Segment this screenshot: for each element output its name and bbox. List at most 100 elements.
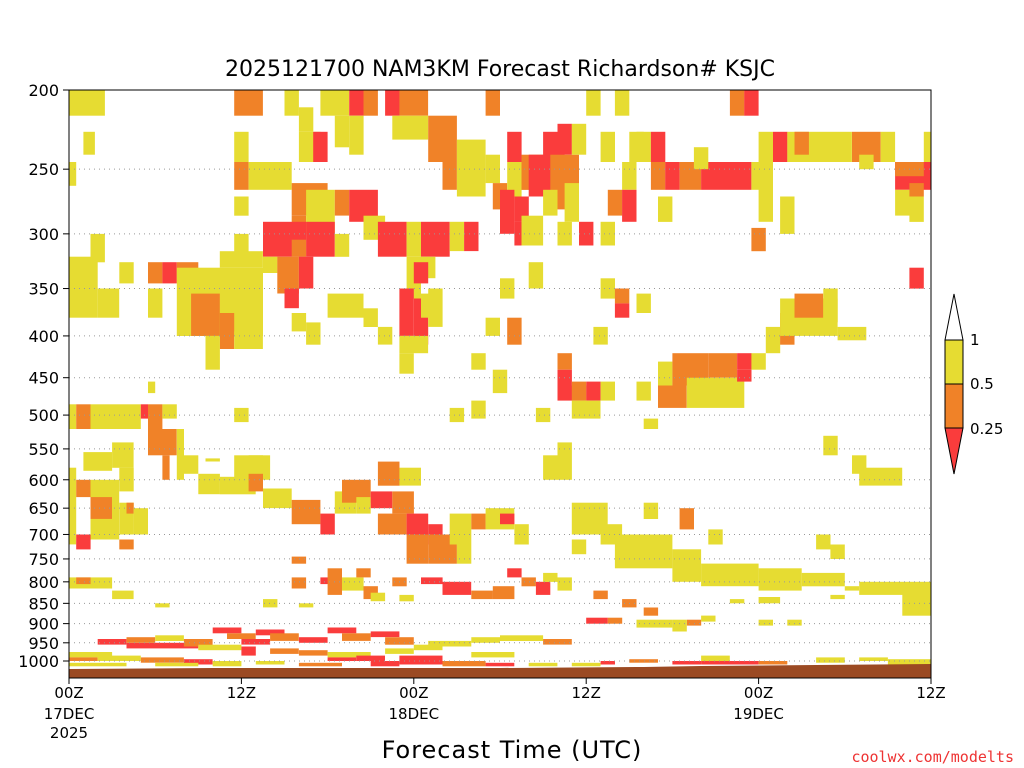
ri-cell-low — [500, 513, 515, 525]
ri-cell-high — [370, 592, 386, 602]
ri-cell-mid — [629, 659, 658, 663]
ri-cell-mid — [291, 577, 307, 589]
ri-cell-mid — [277, 256, 299, 294]
ri-cell-mid — [909, 183, 924, 197]
y-tick-label: 500 — [28, 406, 59, 425]
ri-cell-low — [650, 131, 666, 162]
ri-cell-high — [449, 407, 465, 423]
legend-swatch-below-0.25 — [944, 427, 964, 475]
ri-cell-high — [571, 400, 601, 419]
ri-cell-high — [543, 455, 558, 480]
ri-cell-high — [83, 452, 113, 471]
ri-cell-high — [614, 534, 673, 569]
x-axis-label: Forecast Time (UTC) — [382, 736, 643, 764]
ri-cell-high — [327, 652, 371, 658]
ri-cell-low — [327, 657, 357, 661]
ri-cell-mid — [219, 313, 235, 349]
ri-cell-high — [183, 455, 199, 474]
ri-cell-high — [636, 131, 651, 162]
ri-cell-high — [471, 652, 515, 658]
ri-cell-high — [758, 619, 773, 626]
ri-cell-high — [219, 251, 263, 268]
chart-title: 2025121700 NAM3KM Forecast Richardson# K… — [225, 57, 775, 82]
ri-cell-mid — [248, 473, 263, 492]
ri-cell-high — [672, 549, 702, 582]
ri-cell-high — [198, 644, 242, 651]
ri-cell-high — [399, 353, 414, 374]
x-tick-date: 18DEC — [389, 705, 440, 723]
ri-cell-low — [76, 534, 91, 550]
ri-cell-high — [219, 476, 256, 495]
ri-cell-high — [622, 162, 637, 190]
ri-cell-high — [708, 529, 723, 545]
ri-cell-high — [643, 502, 659, 519]
ri-cell-high — [234, 331, 263, 349]
ri-cell-high — [90, 233, 105, 263]
ri-cell-high — [758, 568, 802, 591]
ri-cell-low — [377, 221, 407, 257]
ri-cell-high — [643, 418, 659, 429]
ri-cell-high — [758, 131, 773, 162]
ri-cell-mid — [342, 633, 371, 641]
ri-cell-high — [234, 233, 249, 257]
ri-cell-low — [320, 513, 335, 535]
ri-cell-mid — [485, 90, 500, 116]
ri-cell-mid — [234, 90, 263, 116]
ri-cell-high — [600, 131, 615, 162]
ri-cell-high — [334, 115, 350, 148]
ri-cell-high — [119, 262, 134, 284]
ri-cell-mid — [140, 657, 184, 663]
ri-cell-low — [298, 637, 328, 643]
ri-cell-low — [514, 196, 529, 222]
ri-cell-low — [399, 288, 414, 336]
ri-cell-high — [535, 407, 551, 423]
ri-cell-mid — [492, 586, 515, 600]
ri-cell-high — [571, 662, 601, 667]
x-tick-year: 2025 — [50, 724, 88, 742]
color-legend: 1 0.5 0.25 — [944, 293, 1003, 475]
ri-cell-high — [69, 256, 98, 318]
ri-cell-high — [155, 635, 184, 641]
ri-cell-low — [773, 131, 788, 162]
ri-cell-high — [859, 657, 888, 661]
ri-cell-low — [535, 581, 551, 595]
ri-cell-high — [780, 196, 795, 234]
ri-cell-mid — [377, 461, 400, 486]
ri-cell-high — [801, 572, 845, 587]
ri-cell-low — [370, 631, 400, 638]
ri-cell-high — [636, 293, 651, 313]
ri-cell-high — [895, 189, 910, 216]
ri-cell-low — [701, 661, 759, 665]
ri-cell-high — [327, 293, 364, 318]
richardson-cells — [69, 90, 931, 667]
ri-cell-low — [255, 629, 285, 636]
ri-cell-high — [909, 196, 924, 222]
ri-cell-low — [421, 577, 443, 585]
ground-layer — [69, 664, 931, 678]
ri-cell-high — [392, 115, 429, 140]
ri-cell-high — [90, 404, 141, 429]
ri-cell-high — [320, 90, 350, 116]
ri-cell-mid — [191, 293, 220, 336]
y-tick-label: 650 — [28, 499, 59, 518]
ri-cell-low — [370, 491, 393, 509]
ri-cell-high — [600, 381, 615, 401]
ri-cell-high — [564, 183, 579, 222]
ri-cell-high — [614, 90, 630, 116]
ri-cell-high — [449, 513, 472, 545]
ri-cell-mid — [593, 590, 608, 600]
ri-cell-mid — [428, 115, 457, 162]
ri-cell-mid — [507, 317, 522, 345]
ri-cell-low — [327, 627, 357, 634]
ri-cell-high — [69, 404, 77, 429]
ri-cell-high — [514, 524, 529, 545]
ri-cell-high — [306, 322, 321, 345]
y-tick-label: 750 — [28, 550, 59, 569]
ri-cell-high — [349, 115, 364, 155]
y-tick-label: 700 — [28, 525, 59, 544]
ri-cell-mid — [363, 90, 378, 116]
ri-cell-high — [787, 619, 802, 626]
ri-cell-low — [298, 256, 314, 289]
ri-cell-high — [672, 619, 687, 632]
x-tick-label: 12Z — [227, 684, 256, 702]
